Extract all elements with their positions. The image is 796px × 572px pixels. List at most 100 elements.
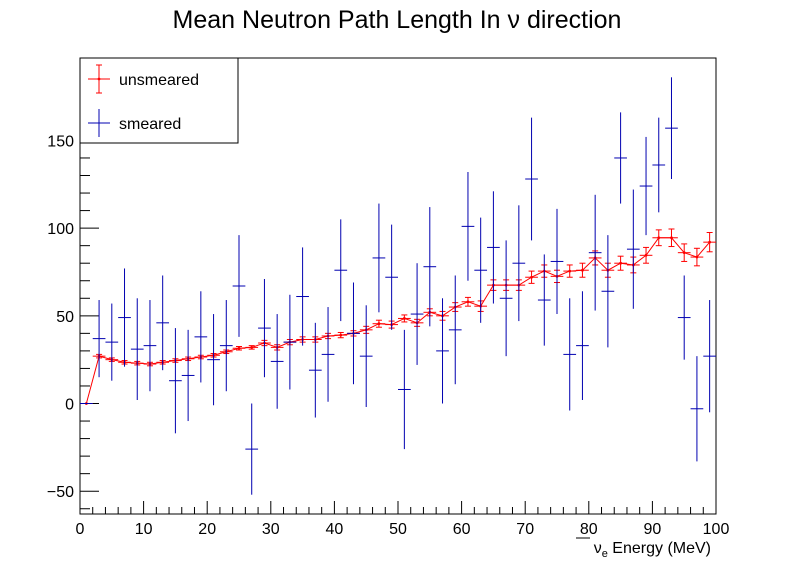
x-tick-label: 60 xyxy=(453,521,471,538)
data-point-unsmeared xyxy=(576,262,589,278)
data-point-smeared xyxy=(258,278,271,378)
marker xyxy=(581,268,584,272)
data-point-smeared xyxy=(461,172,475,281)
data-point-smeared xyxy=(130,298,144,400)
data-point-unsmeared xyxy=(677,243,691,262)
legend-box xyxy=(79,57,239,144)
data-point-smeared xyxy=(270,314,284,409)
data-point-smeared xyxy=(448,275,462,385)
data-point-smeared xyxy=(487,191,500,304)
data-point-smeared xyxy=(588,194,602,311)
data-point-unsmeared xyxy=(703,232,716,253)
x-axis-label-symbol: ν xyxy=(594,540,602,557)
data-point-smeared xyxy=(92,300,106,378)
data-point-unsmeared xyxy=(639,246,653,264)
data-point-smeared xyxy=(372,203,386,313)
y-tick-label: 100 xyxy=(47,221,74,238)
marker xyxy=(377,322,381,326)
data-point-smeared xyxy=(143,300,157,392)
marker xyxy=(530,275,533,279)
data-point-unsmeared xyxy=(461,296,475,307)
data-point-smeared xyxy=(296,247,309,346)
marker xyxy=(644,253,648,257)
data-point-unsmeared xyxy=(398,314,411,323)
marker xyxy=(250,345,254,349)
marker xyxy=(466,300,470,304)
data-point-smeared xyxy=(283,294,297,390)
data-point-smeared xyxy=(219,300,233,392)
legend-label: unsmeared xyxy=(119,72,199,89)
data-point-smeared xyxy=(563,298,577,411)
data-point-smeared xyxy=(359,305,373,408)
data-point-smeared xyxy=(245,403,259,495)
x-tick-label: 80 xyxy=(580,521,598,538)
x-axis-label: νe Energy (MeV) xyxy=(594,540,711,560)
data-point-smeared xyxy=(677,275,691,360)
legend-entry-smeared: smeared xyxy=(88,109,181,137)
legend-entry-unsmeared: unsmeared xyxy=(88,64,199,94)
x-tick-label: 90 xyxy=(644,521,662,538)
x-axis-label-subscript: e xyxy=(602,548,608,560)
legend-swatch-marker xyxy=(97,77,101,81)
x-tick-label: 10 xyxy=(135,521,153,538)
data-point-smeared xyxy=(169,328,182,434)
data-point-smeared xyxy=(690,356,704,462)
data-point-smeared xyxy=(474,217,488,323)
data-point-smeared xyxy=(537,254,551,346)
series-line-unsmeared xyxy=(85,237,711,404)
data-point-smeared xyxy=(499,240,513,357)
data-point-smeared xyxy=(601,235,615,348)
x-tick-label: 70 xyxy=(516,521,534,538)
data-point-smeared xyxy=(385,224,398,330)
data-point-smeared xyxy=(308,322,322,418)
data-point-smeared xyxy=(703,300,716,413)
marker xyxy=(670,236,673,240)
marker xyxy=(619,261,622,265)
data-point-smeared xyxy=(512,205,526,322)
marker xyxy=(237,346,241,350)
data-point-smeared xyxy=(436,298,449,404)
data-point-unsmeared xyxy=(232,346,246,351)
data-point-smeared xyxy=(194,291,208,383)
data-point-unsmeared xyxy=(614,255,627,271)
data-point-smeared xyxy=(614,112,627,204)
data-point-unsmeared xyxy=(525,270,538,284)
data-point-smeared xyxy=(207,314,220,406)
data-point-smeared xyxy=(550,208,564,315)
marker xyxy=(682,251,686,255)
data-point-unsmeared xyxy=(690,247,704,267)
data-point-smeared xyxy=(156,275,170,371)
x-tick-label: 40 xyxy=(326,521,344,538)
data-point-smeared xyxy=(105,303,119,381)
data-point-smeared xyxy=(525,117,538,241)
x-tick-label: 100 xyxy=(703,521,730,538)
data-point-smeared xyxy=(398,329,411,450)
marker xyxy=(695,255,699,259)
data-point-smeared xyxy=(665,77,678,180)
data-point-smeared xyxy=(118,268,131,367)
data-point-unsmeared xyxy=(665,228,678,248)
data-point-smeared xyxy=(652,117,666,213)
x-tick-label: 50 xyxy=(389,521,407,538)
data-point-smeared xyxy=(232,235,246,337)
data-point-unsmeared xyxy=(563,264,577,278)
data-point-smeared xyxy=(321,307,335,402)
data-point-smeared xyxy=(639,136,653,236)
y-tick-label: 150 xyxy=(47,133,74,150)
data-point-smeared xyxy=(334,219,348,322)
y-tick-label: 0 xyxy=(65,397,74,414)
data-point-smeared xyxy=(626,189,640,309)
marker xyxy=(568,269,572,273)
data-point-unsmeared xyxy=(372,319,386,328)
x-tick-label: 0 xyxy=(76,521,85,538)
x-tick-label: 30 xyxy=(262,521,280,538)
data-point-unsmeared xyxy=(245,345,259,350)
marker xyxy=(339,333,343,337)
data-point-smeared xyxy=(181,329,195,422)
chart-title: Mean Neutron Path Length In ν direction xyxy=(173,6,622,34)
legend-label: smeared xyxy=(119,116,181,133)
data-point-smeared xyxy=(347,282,360,385)
marker xyxy=(402,317,406,320)
data-point-unsmeared xyxy=(334,331,348,339)
